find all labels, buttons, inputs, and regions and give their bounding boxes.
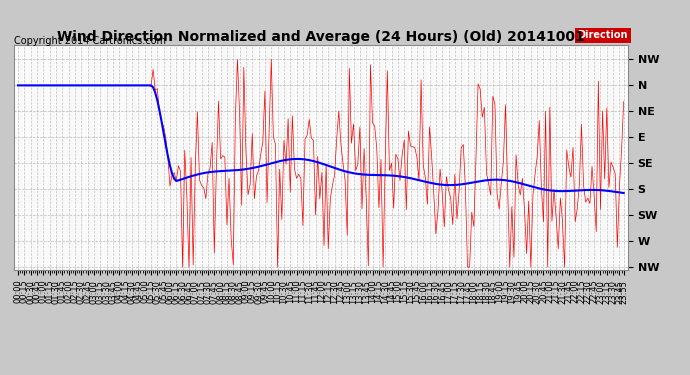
Text: Direction: Direction [578,30,628,40]
Text: Copyright 2014 Cartronics.com: Copyright 2014 Cartronics.com [14,36,166,46]
Title: Wind Direction Normalized and Average (24 Hours) (Old) 20141001: Wind Direction Normalized and Average (2… [57,30,584,44]
Text: Median: Median [578,30,619,40]
